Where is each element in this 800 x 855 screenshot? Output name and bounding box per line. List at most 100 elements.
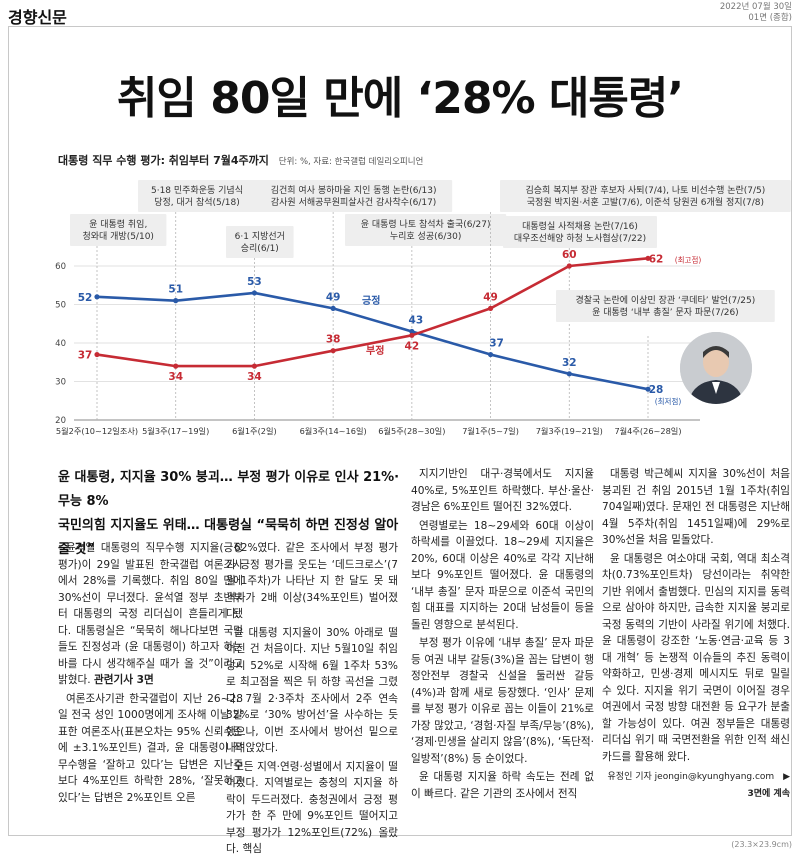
data-label: 37 — [78, 350, 93, 362]
data-point — [566, 263, 572, 269]
x-tick-label: 6월5주(28~30일) — [378, 426, 445, 436]
page-number: 01면 (종합) — [748, 13, 792, 23]
data-point — [409, 332, 415, 338]
data-point — [330, 348, 336, 354]
event-annotation-text: 당정, 대거 참석(5/18) — [154, 197, 240, 208]
paragraph: 대통령 박근혜씨 지지율 30%선이 처음 붕괴된 건 취임 2015년 1월 … — [602, 468, 790, 546]
data-point — [173, 363, 179, 369]
data-label: 32 — [562, 357, 577, 369]
data-label: 62 — [649, 253, 664, 265]
x-tick-label: 5월2주(10~12일조사) — [56, 426, 138, 436]
event-annotation-text: 윤 대통령 취임, — [89, 218, 147, 230]
paragraph: 윤 대통령 지지율 하락 속도는 전례 없이 빠르다. 같은 기관의 조사에서 … — [411, 771, 594, 800]
y-tick-label: 50 — [55, 301, 66, 311]
event-annotation-text: 윤 대통령 나토 참석차 출국(6/27) — [361, 218, 491, 230]
issue-date: 2022년 07월 30일 — [719, 2, 792, 12]
president-photo — [680, 332, 752, 404]
data-point — [409, 328, 415, 335]
y-tick-label: 40 — [55, 339, 66, 349]
continued-link[interactable]: ▶ 3면에 계속 — [747, 772, 790, 799]
data-label: 43 — [409, 314, 424, 326]
data-label: 34 — [247, 371, 262, 383]
event-annotation-box — [503, 216, 657, 248]
event-annotation-text: 경찰국 논란에 이상민 장관 ‘쿠데타’ 발언(7/25) — [576, 294, 756, 306]
headline: 취임 80일 만에 ‘28% 대통령’ — [116, 73, 684, 124]
data-point — [645, 386, 651, 392]
paragraph: 여론조사기관 한국갤럽이 지난 26~28일 전국 성인 1000명에게 조사해… — [58, 692, 243, 804]
data-label: 37 — [489, 338, 504, 350]
lede-line-2: 국민의힘 지지율도 위태… 대통령실 “묵묵히 하면 진정성 알아줄 것” — [58, 518, 399, 557]
paragraph: 윤 대통령은 여소야대 국회, 역대 최소격차(0.73%포인트차) 당선이라는… — [602, 552, 790, 763]
x-tick-label: 5월3주(17~19일) — [142, 426, 209, 436]
data-point — [251, 290, 258, 296]
dateline: 2022년 07월 30일 01면 (종합) — [720, 2, 792, 24]
paragraph: 윤석열 대통령의 직무수행 지지율(긍정 평가)이 29일 발표된 한국갤럽 여… — [58, 542, 243, 686]
data-label: 42 — [405, 340, 420, 352]
data-label: 60 — [562, 249, 577, 261]
event-annotation-text: 대통령실 사적채용 논란(7/16) — [522, 220, 638, 232]
y-tick-label: 60 — [55, 262, 66, 272]
data-point — [94, 294, 100, 300]
article-column-2: 62%였다. 같은 조사에서 부정 평가가 긍정 평가를 웃도는 ‘데드크로스’… — [226, 540, 398, 855]
event-annotation-box — [138, 180, 256, 212]
paragraph: 윤 대통령 지지율이 30% 아래로 떨어진 건 처음이다. 지난 5월10일 … — [226, 626, 398, 755]
event-annotation-text: 윤 대통령 ‘내부 총질’ 문자 파문(7/26) — [592, 306, 739, 318]
data-label: 38 — [326, 334, 341, 346]
event-annotation-text: 5·18 민주화운동 기념식 — [151, 185, 243, 196]
newspaper-masthead: 경향신문 — [8, 8, 67, 27]
chart-title: 대통령 직무 수행 평가: 취임부터 7월4주까지 단위: %, 자료: 한국갤… — [58, 152, 423, 168]
event-annotation-box — [226, 226, 294, 258]
event-annotation-box — [345, 214, 507, 246]
lede-subheadlines: 윤 대통령, 지지율 30% 붕괴… 부정 평가 이유로 인사 21%·무능 8… — [58, 466, 408, 562]
event-annotation-text: 6·1 지방선거 — [235, 231, 285, 242]
series-line-부정 — [96, 257, 649, 368]
data-label: 49 — [483, 291, 498, 303]
byline: 유정인 기자 jeongin@kyunghyang.com ▶ 3면에 계속 — [602, 769, 790, 802]
data-point — [330, 305, 336, 311]
data-label: 28 — [649, 384, 664, 396]
data-label: 52 — [78, 292, 93, 304]
related-article-note: 관련기사 3면 — [93, 674, 154, 686]
event-annotation-text: 승리(6/1) — [241, 243, 279, 254]
event-annotation-box — [70, 214, 167, 246]
min-point-label: (최저점) — [655, 396, 682, 406]
event-annotation-text: 누리호 성공(6/30) — [390, 231, 462, 242]
paragraph: 62%였다. 같은 조사에서 부정 평가가 긍정 평가를 웃도는 ‘데드크로스’… — [226, 542, 398, 620]
max-point-label: (최고점) — [675, 254, 702, 264]
event-annotation-text: 대우조선해양 하청 노사협상(7/22) — [514, 232, 646, 244]
x-tick-label: 7월3주(19~21일) — [536, 426, 603, 436]
approval-rating-chart: 20 30 40 50 60 윤 대통령 취임,청와대 개방(5/10) 5·18 민주화운… — [55, 180, 791, 436]
data-label: 53 — [247, 276, 262, 288]
event-annotation-box — [556, 290, 775, 322]
data-point — [487, 351, 494, 358]
x-tick-label: 6월1주(2일) — [232, 426, 277, 436]
x-tick-label: 6월3주(14~16일) — [300, 426, 367, 436]
chart-unit-note: 단위: %, 자료: 한국갤럽 데일리오피니언 — [278, 157, 424, 167]
data-point — [94, 351, 100, 358]
y-tick-label: 30 — [55, 378, 66, 388]
event-annotation-text: 감사원 서해공무원피살사건 감사착수(6/17) — [271, 196, 436, 208]
data-label: 51 — [168, 284, 183, 296]
reporter-credit: 유정인 기자 jeongin@kyunghyang.com — [607, 772, 775, 782]
paragraph: 연령별로는 18~29세와 60대 이상이 하락세를 이끌었다. 18~29세 … — [411, 519, 594, 631]
event-annotation-box — [500, 180, 791, 212]
chart-title-text: 대통령 직무 수행 평가: 취임부터 7월4주까지 — [58, 154, 269, 167]
lede-line-1: 윤 대통령, 지지율 30% 붕괴… 부정 평가 이유로 인사 21%·무능 8… — [58, 470, 400, 509]
data-point — [566, 371, 572, 377]
article-frame — [8, 26, 792, 836]
article-column-4: 대통령 박근혜씨 지지율 30%선이 처음 붕괴된 건 취임 2015년 1월 … — [602, 466, 790, 802]
x-tick-label: 7월1주(5~7일) — [462, 426, 519, 436]
paragraph: 지지기반인 대구·경북에서도 지지율 40%로, 5%포인트 하락했다. 부산·… — [411, 468, 594, 513]
event-annotation-text: 청와대 개방(5/10) — [82, 230, 154, 242]
event-annotation-box — [255, 180, 453, 212]
data-label: 34 — [168, 371, 183, 383]
data-point — [487, 305, 494, 311]
data-label: 49 — [326, 291, 341, 303]
series-name-label: 부정 — [366, 344, 384, 357]
series-line-긍정 — [96, 291, 649, 391]
series-name-label: 긍정 — [362, 294, 380, 307]
paragraph: 모든 지역·연령·성별에서 지지율이 떨어졌다. 지역별로는 충청의 지지율 하… — [226, 760, 398, 855]
event-annotation-text: 국정원 박지원·서훈 고발(7/6), 이준석 당원권 6개월 정지(7/8) — [527, 196, 764, 208]
y-tick-label: 20 — [55, 416, 66, 426]
event-annotation-text: 김건희 여사 봉하마을 지인 동행 논란(6/13) — [271, 184, 437, 196]
